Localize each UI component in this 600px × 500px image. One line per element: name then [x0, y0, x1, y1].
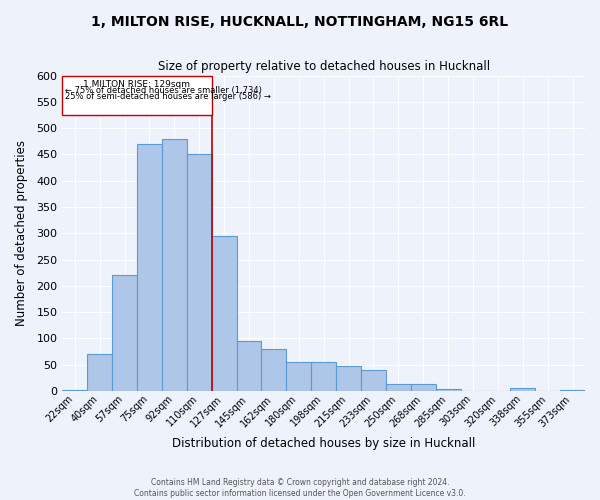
Y-axis label: Number of detached properties: Number of detached properties: [15, 140, 28, 326]
Title: Size of property relative to detached houses in Hucknall: Size of property relative to detached ho…: [158, 60, 490, 73]
Bar: [361, 370, 386, 391]
Bar: [560, 390, 585, 391]
Text: 1, MILTON RISE, HUCKNALL, NOTTINGHAM, NG15 6RL: 1, MILTON RISE, HUCKNALL, NOTTINGHAM, NG…: [91, 15, 509, 29]
Bar: [336, 366, 361, 391]
Bar: [212, 236, 236, 391]
X-axis label: Distribution of detached houses by size in Hucknall: Distribution of detached houses by size …: [172, 437, 475, 450]
Text: Contains HM Land Registry data © Crown copyright and database right 2024.
Contai: Contains HM Land Registry data © Crown c…: [134, 478, 466, 498]
Bar: [187, 154, 212, 391]
FancyBboxPatch shape: [62, 76, 212, 115]
Text: ← 75% of detached houses are smaller (1,734): ← 75% of detached houses are smaller (1,…: [65, 86, 262, 95]
Bar: [87, 354, 112, 391]
Bar: [411, 384, 436, 391]
Bar: [236, 341, 262, 391]
Text: 1 MILTON RISE: 129sqm: 1 MILTON RISE: 129sqm: [83, 80, 190, 90]
Bar: [436, 389, 461, 391]
Bar: [112, 276, 137, 391]
Bar: [286, 362, 311, 391]
Bar: [162, 138, 187, 391]
Bar: [262, 349, 286, 391]
Bar: [386, 384, 411, 391]
Bar: [511, 388, 535, 391]
Bar: [62, 390, 87, 391]
Bar: [311, 362, 336, 391]
Text: 25% of semi-detached houses are larger (586) →: 25% of semi-detached houses are larger (…: [65, 92, 271, 101]
Bar: [137, 144, 162, 391]
